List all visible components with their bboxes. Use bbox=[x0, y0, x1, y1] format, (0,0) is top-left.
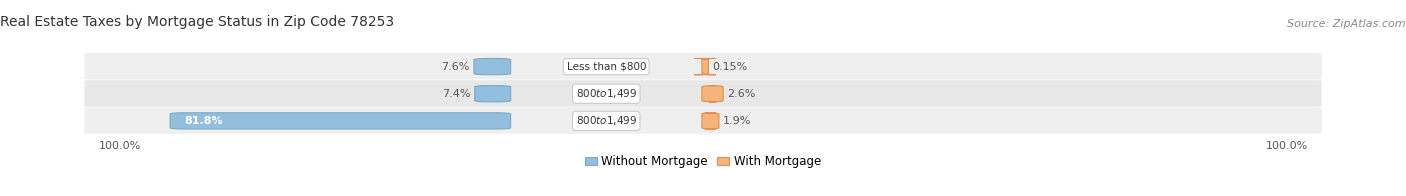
Text: 81.8%: 81.8% bbox=[184, 116, 222, 126]
FancyBboxPatch shape bbox=[695, 58, 716, 75]
Text: 0.15%: 0.15% bbox=[713, 62, 748, 72]
Text: 100.0%: 100.0% bbox=[1265, 141, 1308, 151]
FancyBboxPatch shape bbox=[84, 53, 1322, 80]
Text: 2.6%: 2.6% bbox=[727, 89, 756, 99]
Text: 7.4%: 7.4% bbox=[441, 89, 471, 99]
Legend: Without Mortgage, With Mortgage: Without Mortgage, With Mortgage bbox=[582, 153, 824, 171]
Text: 1.9%: 1.9% bbox=[723, 116, 752, 126]
FancyBboxPatch shape bbox=[702, 113, 718, 129]
Text: 100.0%: 100.0% bbox=[98, 141, 141, 151]
Text: $800 to $1,499: $800 to $1,499 bbox=[575, 114, 637, 127]
FancyBboxPatch shape bbox=[475, 86, 510, 102]
FancyBboxPatch shape bbox=[84, 80, 1322, 107]
FancyBboxPatch shape bbox=[702, 86, 723, 102]
FancyBboxPatch shape bbox=[170, 113, 510, 129]
Text: Real Estate Taxes by Mortgage Status in Zip Code 78253: Real Estate Taxes by Mortgage Status in … bbox=[0, 15, 394, 29]
Text: Less than $800: Less than $800 bbox=[567, 62, 645, 72]
FancyBboxPatch shape bbox=[474, 58, 510, 75]
Text: $800 to $1,499: $800 to $1,499 bbox=[575, 87, 637, 100]
Text: Source: ZipAtlas.com: Source: ZipAtlas.com bbox=[1288, 19, 1406, 29]
Text: 7.6%: 7.6% bbox=[441, 62, 470, 72]
FancyBboxPatch shape bbox=[84, 107, 1322, 134]
